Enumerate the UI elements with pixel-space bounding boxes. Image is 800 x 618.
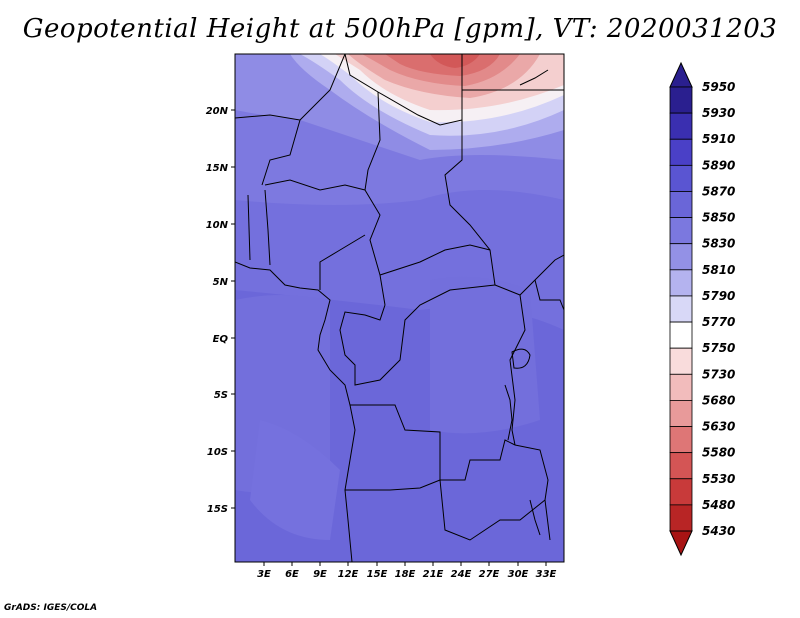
colorbar-swatch xyxy=(669,191,693,218)
colorbar-swatch xyxy=(669,400,693,427)
colorbar-label: 5910 xyxy=(702,132,735,146)
colorbar-label: 5890 xyxy=(702,158,735,172)
field-patch-east xyxy=(430,276,540,434)
colorbar-swatch xyxy=(669,86,693,114)
colorbar-swatch xyxy=(669,269,693,297)
lon-axis: 3E 6E 9E 12E 15E 18E 21E 24E 27E 30E 33E xyxy=(257,562,557,580)
colorbar-arrow-bottom xyxy=(669,530,693,557)
colorbar-label: 5680 xyxy=(702,393,735,407)
lon-tick-label: 3E xyxy=(257,569,271,580)
border-tanzania xyxy=(514,444,551,541)
lat-tick-label: 15S xyxy=(207,504,228,515)
colorbar-swatch xyxy=(669,504,693,532)
lon-tick-label: 24E xyxy=(451,569,472,580)
page-title: Geopotential Height at 500hPa [gpm], VT:… xyxy=(22,14,778,44)
lon-tick-label: 27E xyxy=(479,569,500,580)
colorbar-swatch xyxy=(669,217,693,245)
colorbar: 5950 5930 5910 5890 5870 5850 5830 5810 5790 5770… xyxy=(669,61,735,557)
border-mali xyxy=(235,114,301,186)
colorbar-label: 5810 xyxy=(702,263,735,277)
lat-tick-label: EQ xyxy=(213,334,229,345)
border-nigeria xyxy=(264,179,366,191)
colorbar-swatch xyxy=(669,138,693,166)
colorbar-label: 5830 xyxy=(702,237,735,251)
colorbar-swatch xyxy=(669,112,693,140)
colorbar-swatch xyxy=(669,347,693,375)
colorbar-swatch xyxy=(669,321,693,349)
colorbar-label: 5730 xyxy=(702,367,735,381)
colorbar-arrow-top xyxy=(669,61,693,88)
lake-victoria xyxy=(511,348,531,369)
border-car xyxy=(379,244,491,276)
lon-tick-label: 30E xyxy=(508,569,529,580)
field-patch-sw xyxy=(250,420,340,540)
colorbar-swatch xyxy=(669,373,693,401)
border-egypt-libya xyxy=(461,54,564,91)
colorbar-label: 5870 xyxy=(702,184,735,198)
colorbar-label: 5530 xyxy=(702,472,735,486)
map-panel xyxy=(235,54,564,562)
colorbar-label: 5850 xyxy=(702,211,735,225)
boundaries xyxy=(235,54,564,562)
border-niger-north xyxy=(299,54,346,121)
coastline-west-africa xyxy=(235,261,356,562)
colorbar-label: 5430 xyxy=(702,524,735,538)
lat-tick-label: 20N xyxy=(206,106,229,117)
lon-tick-label: 18E xyxy=(395,569,416,580)
colorbar-label: 5930 xyxy=(702,106,735,120)
red-sea-coast xyxy=(519,69,549,86)
lon-tick-label: 21E xyxy=(423,569,444,580)
border-zambia xyxy=(439,479,546,541)
lake-tanganyika xyxy=(504,384,513,441)
colorbar-swatch xyxy=(669,426,693,454)
colorbar-label: 5480 xyxy=(702,498,735,512)
lon-tick-label: 15E xyxy=(367,569,388,580)
border-ethiopia xyxy=(534,279,564,311)
border-drc-east xyxy=(509,294,526,446)
colorbar-label: 5750 xyxy=(702,341,735,355)
lon-tick-label: 33E xyxy=(536,569,557,580)
lat-tick-label: 10S xyxy=(207,447,228,458)
colorbar-label: 5580 xyxy=(702,446,735,460)
colorbar-swatch xyxy=(669,164,693,192)
colorbar-label: 5630 xyxy=(702,420,735,434)
border-ghana xyxy=(264,189,271,266)
lat-tick-label: 15N xyxy=(206,163,229,174)
colorbar-swatch xyxy=(669,243,693,271)
colorbar-label: 5950 xyxy=(702,80,735,94)
border-chad-niger xyxy=(364,91,386,306)
border-angola xyxy=(350,404,516,481)
colorbar-swatch xyxy=(669,452,693,480)
border-togo xyxy=(247,194,251,261)
border-congo xyxy=(339,284,496,386)
colorbar-label: 5790 xyxy=(702,289,735,303)
lon-tick-label: 12E xyxy=(338,569,359,580)
field-band-5580 xyxy=(430,54,480,68)
lat-axis: 20N 15N 10N 5N EQ 5S 10S 15S xyxy=(206,106,235,515)
lat-tick-label: 5N xyxy=(213,277,229,288)
border-cameroon xyxy=(319,234,366,290)
map-frame xyxy=(234,53,565,563)
lon-tick-label: 9E xyxy=(313,569,327,580)
border-angola-south xyxy=(345,479,441,491)
lon-tick-label: 6E xyxy=(285,569,299,580)
colorbar-label: 5770 xyxy=(702,315,735,329)
lat-tick-label: 5S xyxy=(214,390,228,401)
lat-tick-label: 10N xyxy=(206,220,229,231)
colorbar-swatch xyxy=(669,295,693,323)
colorbar-swatch xyxy=(669,478,693,506)
credit-text: GrADS: IGES/COLA xyxy=(4,603,98,613)
lake-malawi xyxy=(529,499,541,536)
